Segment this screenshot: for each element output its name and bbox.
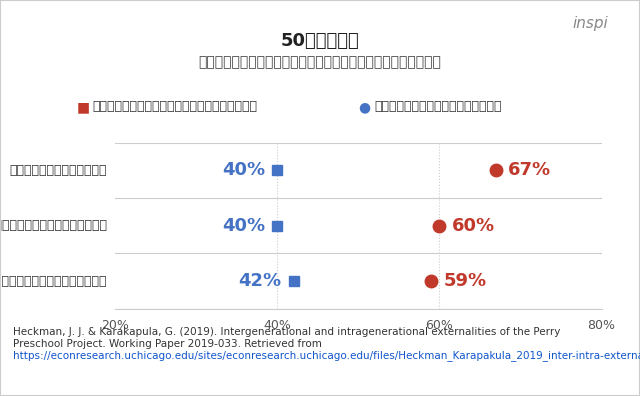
- Text: フルタイムで就業または自営業を営む: フルタイムで就業または自営業を営む: [0, 275, 107, 287]
- Text: 67%: 67%: [508, 161, 552, 179]
- Text: 麻薬・アルコール依存または逮捕歴なし: 麻薬・アルコール依存または逮捕歴なし: [0, 219, 107, 232]
- Text: 60%: 60%: [452, 217, 495, 235]
- Text: 50歳追跡調査: 50歳追跡調査: [280, 32, 360, 50]
- Text: 40%: 40%: [222, 161, 265, 179]
- Text: Heckman, J. J. & Karakapula, G. (2019). Intergenerational and intragenerational : Heckman, J. J. & Karakapula, G. (2019). …: [13, 327, 560, 337]
- Text: 42%: 42%: [238, 272, 282, 290]
- Text: https://econresearch.uchicago.edu/sites/econresearch.uchicago.edu/files/Heckman_: https://econresearch.uchicago.edu/sites/…: [13, 350, 640, 362]
- Text: Preschool Project. Working Paper 2019-033. Retrieved from: Preschool Project. Working Paper 2019-03…: [13, 339, 322, 348]
- Text: 40%: 40%: [222, 217, 265, 235]
- Text: 親がペリー幼児教育を受けたグループ（実験群）: 親がペリー幼児教育を受けたグループ（実験群）: [93, 101, 258, 113]
- Text: ●: ●: [358, 100, 371, 114]
- Text: 59%: 59%: [444, 272, 486, 290]
- Text: 親が受けなかったグループ（対象群）: 親が受けなかったグループ（対象群）: [374, 101, 502, 113]
- Text: inspi: inspi: [572, 16, 608, 31]
- Text: （幼児期に受けた教育が後にそのこどもにも好影響をあたえる）: （幼児期に受けた教育が後にそのこどもにも好影響をあたえる）: [198, 55, 442, 69]
- Text: 高校卒業（停学の経験なし）: 高校卒業（停学の経験なし）: [10, 164, 107, 177]
- Text: ■: ■: [77, 100, 90, 114]
